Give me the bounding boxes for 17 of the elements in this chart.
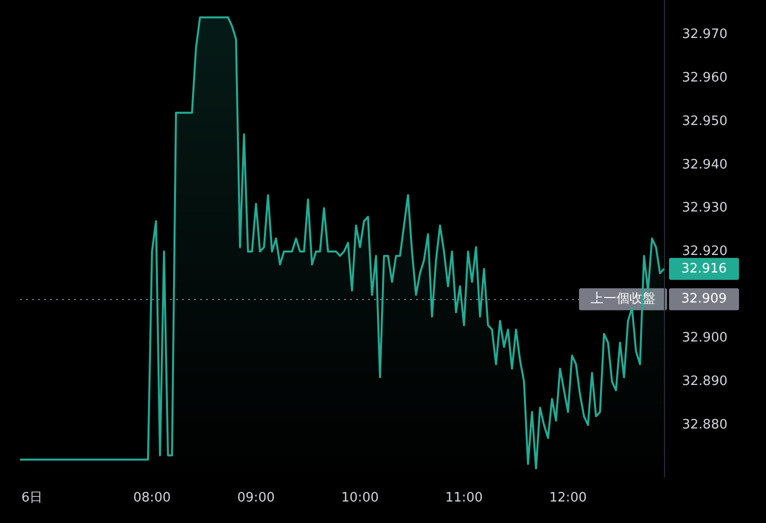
y-tick-label: 32.930	[682, 200, 728, 216]
x-tick-label: 6日	[21, 490, 43, 506]
y-tick-label: 32.970	[682, 27, 728, 42]
text: 32.909	[681, 292, 727, 307]
text: 32.916	[681, 261, 727, 276]
x-tick-label: 12:00	[549, 490, 587, 506]
y-tick-label: 32.950	[682, 114, 728, 129]
y-tick-label: 32.960	[682, 70, 728, 86]
y-tick-label: 32.940	[682, 157, 728, 172]
y-tick-label: 32.890	[682, 374, 728, 390]
x-tick-label: 08:00	[133, 490, 171, 506]
x-tick-label: 09:00	[237, 490, 275, 506]
y-tick-label: 32.900	[682, 330, 728, 346]
x-tick-label: 11:00	[445, 490, 483, 506]
x-tick-label: 10:00	[341, 490, 379, 506]
y-tick-label: 32.920	[682, 244, 728, 260]
y-tick-label: 32.880	[682, 417, 728, 432]
